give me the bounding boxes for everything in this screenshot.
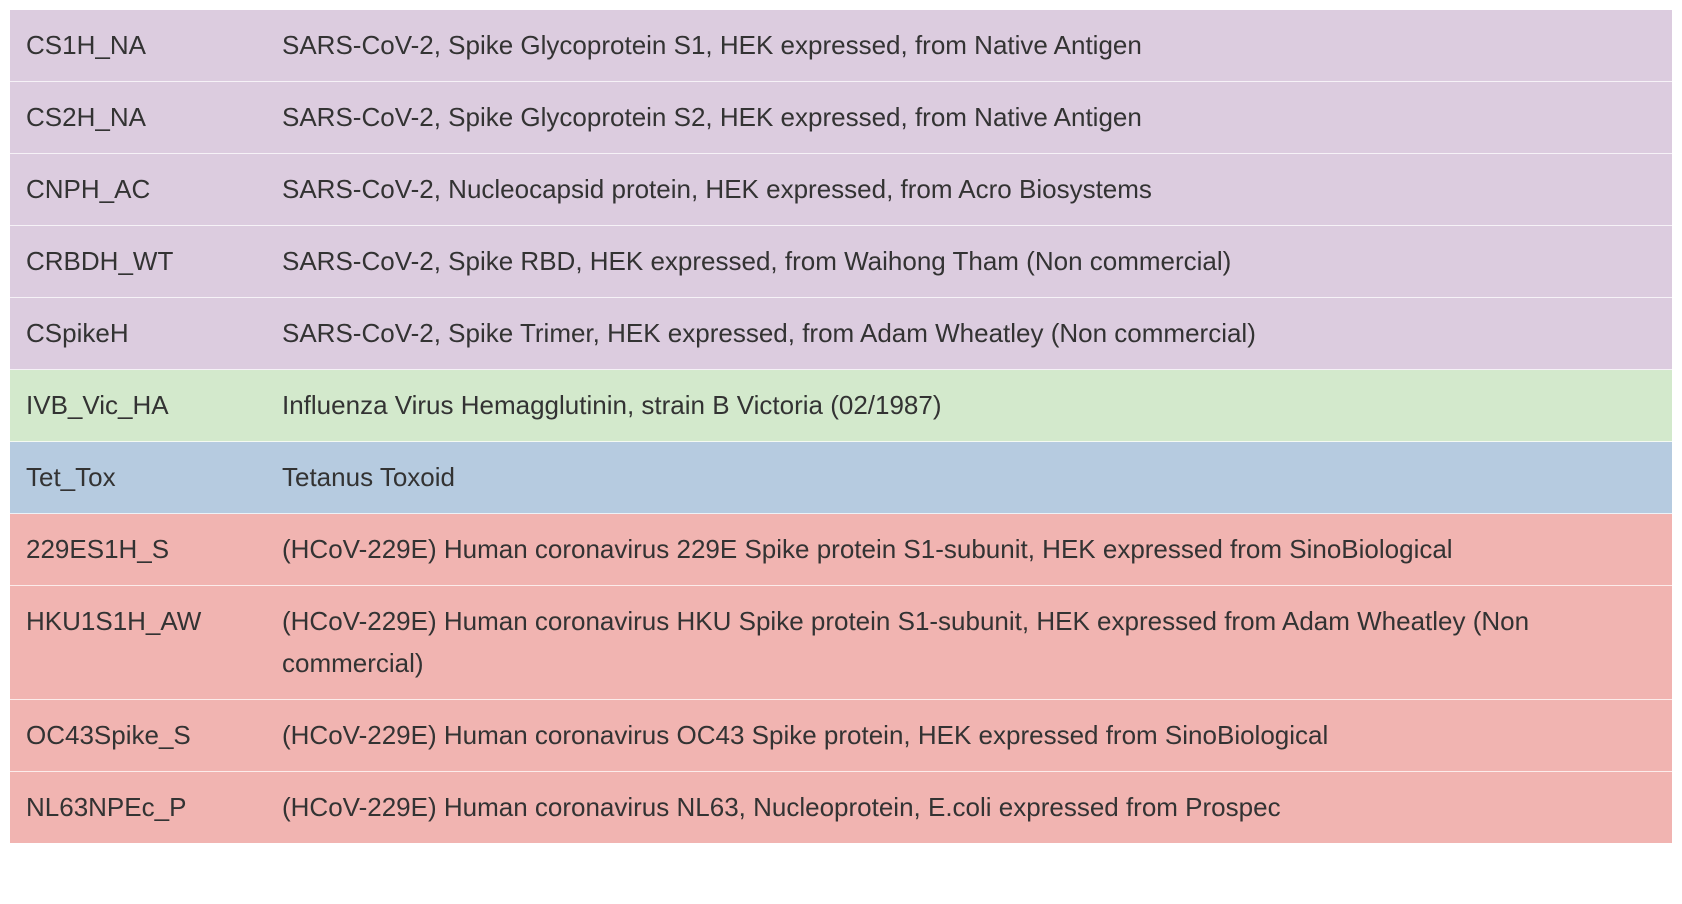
antigen-description: SARS-CoV-2, Spike Glycoprotein S1, HEK e… [266, 10, 1672, 82]
table-row: CS2H_NA SARS-CoV-2, Spike Glycoprotein S… [10, 81, 1672, 154]
antigen-code: 229ES1H_S [10, 513, 266, 586]
antigen-code: NL63NPEc_P [10, 771, 266, 843]
antigen-code: IVB_Vic_HA [10, 369, 266, 442]
antigen-code: CS2H_NA [10, 81, 266, 154]
antigen-code: HKU1S1H_AW [10, 585, 266, 700]
antigen-description: Influenza Virus Hemagglutinin, strain B … [266, 369, 1672, 442]
antigen-code: CRBDH_WT [10, 225, 266, 298]
table-row: CRBDH_WT SARS-CoV-2, Spike RBD, HEK expr… [10, 225, 1672, 298]
antigen-code: CS1H_NA [10, 10, 266, 82]
table-row: OC43Spike_S (HCoV-229E) Human coronaviru… [10, 699, 1672, 772]
antigen-code: CNPH_AC [10, 153, 266, 226]
table-row: 229ES1H_S (HCoV-229E) Human coronavirus … [10, 513, 1672, 586]
table-row: IVB_Vic_HA Influenza Virus Hemagglutinin… [10, 369, 1672, 442]
antigen-description: SARS-CoV-2, Spike Trimer, HEK expressed,… [266, 297, 1672, 370]
table-row: CS1H_NA SARS-CoV-2, Spike Glycoprotein S… [10, 10, 1672, 82]
antigen-description: (HCoV-229E) Human coronavirus HKU Spike … [266, 585, 1672, 700]
table-row: HKU1S1H_AW (HCoV-229E) Human coronavirus… [10, 585, 1672, 700]
table-row: CSpikeH SARS-CoV-2, Spike Trimer, HEK ex… [10, 297, 1672, 370]
table-row: CNPH_AC SARS-CoV-2, Nucleocapsid protein… [10, 153, 1672, 226]
antigen-description: SARS-CoV-2, Spike Glycoprotein S2, HEK e… [266, 81, 1672, 154]
antigen-table-body: CS1H_NA SARS-CoV-2, Spike Glycoprotein S… [10, 10, 1672, 843]
antigen-description: SARS-CoV-2, Nucleocapsid protein, HEK ex… [266, 153, 1672, 226]
antigen-description: SARS-CoV-2, Spike RBD, HEK expressed, fr… [266, 225, 1672, 298]
antigen-table: CS1H_NA SARS-CoV-2, Spike Glycoprotein S… [10, 10, 1672, 843]
antigen-code: Tet_Tox [10, 441, 266, 514]
table-row: Tet_Tox Tetanus Toxoid [10, 441, 1672, 514]
antigen-description: (HCoV-229E) Human coronavirus NL63, Nucl… [266, 771, 1672, 843]
antigen-code: CSpikeH [10, 297, 266, 370]
table-row: NL63NPEc_P (HCoV-229E) Human coronavirus… [10, 771, 1672, 843]
antigen-code: OC43Spike_S [10, 699, 266, 772]
antigen-description: (HCoV-229E) Human coronavirus 229E Spike… [266, 513, 1672, 586]
antigen-description: Tetanus Toxoid [266, 441, 1672, 514]
antigen-description: (HCoV-229E) Human coronavirus OC43 Spike… [266, 699, 1672, 772]
